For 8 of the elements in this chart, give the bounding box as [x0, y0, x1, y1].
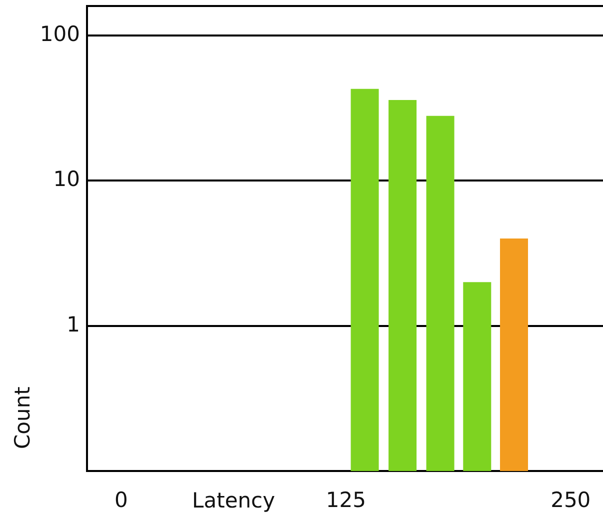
- x-axis-title: Latency: [192, 488, 276, 512]
- y-tick-label: 10: [53, 167, 80, 192]
- x-tick-label: 125: [326, 488, 366, 512]
- x-tick-label: 250: [550, 488, 591, 512]
- y-axis-title: Count: [10, 386, 34, 449]
- y-tick-label: 100: [40, 22, 80, 46]
- y-tick-label: 1: [66, 312, 80, 336]
- x-tick-label: 0: [114, 488, 128, 512]
